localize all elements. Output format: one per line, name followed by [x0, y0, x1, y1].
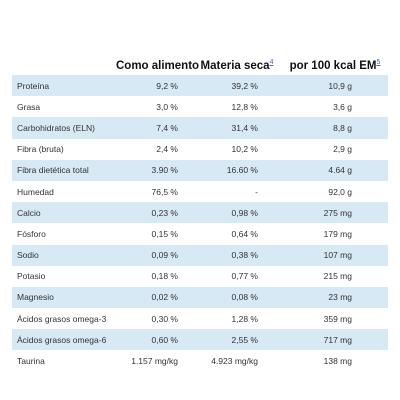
value-as-fed: 0,18 % — [151, 271, 178, 282]
table-row: Sodio 0,09 % 0,38 % 107 mg — [12, 244, 388, 266]
value-as-fed: 0,15 % — [151, 228, 178, 239]
value-per-100-kcal: 92,0 g — [328, 186, 352, 197]
value-dry-matter: 0,77 % — [231, 271, 258, 282]
header-empty — [12, 52, 116, 75]
value-per-100-kcal: 717 mg — [282, 329, 388, 351]
value-per-100-kcal: 359 mg — [323, 313, 352, 324]
table-row: Ácidos grasos omega-6 0,60 % 2,55 % 717 mg — [12, 329, 388, 351]
value-as-fed: 2,4 % — [156, 144, 178, 155]
value-dry-matter: 0,98 % — [192, 202, 282, 224]
value-dry-matter: 10,2 % — [231, 144, 258, 155]
value-per-100-kcal: 275 mg — [282, 202, 388, 224]
value-as-fed: 0,30 % — [151, 313, 178, 324]
value-per-100-kcal: 8,8 g — [282, 117, 388, 139]
nutrient-label: Proteína — [12, 75, 116, 97]
value-per-100-kcal: 215 mg — [323, 271, 352, 282]
table-body: Proteína 9,2 % 39,2 % 10,9 g Grasa 3,0 % 12,8 … — [12, 75, 388, 372]
header-per-100-kcal-label: por 100 kcal EM — [289, 60, 377, 72]
value-dry-matter: 0,64 % — [231, 228, 258, 239]
nutrient-label: Grasa — [17, 101, 41, 112]
footnote-link-4[interactable]: 4 — [269, 59, 274, 67]
value-as-fed: 0,09 % — [116, 244, 192, 266]
value-as-fed: 1.157 mg/kg — [131, 356, 178, 367]
table-row: Fibra dietética total 3.90 % 16.60 % 4.64 g — [12, 159, 388, 181]
value-as-fed: 3.90 % — [116, 159, 192, 181]
table-row: Fibra (bruta) 2,4 % 10,2 % 2,9 g — [12, 139, 388, 160]
nutrient-label: Fibra dietética total — [12, 159, 116, 181]
value-dry-matter: 39,2 % — [192, 75, 282, 97]
table-row: Fósforo 0,15 % 0,64 % 179 mg — [12, 223, 388, 244]
nutrient-label: Fibra (bruta) — [17, 144, 64, 155]
nutrition-table: Como alimento Materia seca4 por 100 kcal… — [12, 52, 388, 372]
table-row: Proteína 9,2 % 39,2 % 10,9 g — [12, 75, 388, 97]
nutrient-label: Taurina — [17, 356, 45, 367]
value-as-fed: 0,60 % — [116, 329, 192, 351]
header-as-fed: Como alimento — [116, 52, 199, 75]
value-dry-matter: 0,08 % — [192, 286, 282, 309]
table-row: Humedad 76,5 % - 92,0 g — [12, 181, 388, 202]
header-as-fed-label: Como alimento — [116, 60, 200, 72]
value-per-100-kcal: 23 mg — [282, 286, 388, 309]
nutrient-label: Ácidos grasos omega-3 — [17, 313, 107, 324]
table-row: Taurina 1.157 mg/kg 4.923 mg/kg 138 mg — [12, 350, 388, 371]
table-row: Calcio 0,23 % 0,98 % 275 mg — [12, 202, 388, 224]
value-as-fed: 0,23 % — [116, 202, 192, 224]
value-as-fed: 7,4 % — [116, 117, 192, 139]
value-dry-matter: - — [255, 186, 258, 197]
value-as-fed: 3,0 % — [156, 101, 178, 112]
nutrient-label: Ácidos grasos omega-6 — [12, 329, 116, 351]
value-per-100-kcal: 4.64 g — [282, 159, 388, 181]
value-per-100-kcal: 138 mg — [323, 356, 352, 367]
table-row: Magnesio 0,02 % 0,08 % 23 mg — [12, 286, 388, 309]
value-as-fed: 76,5 % — [151, 186, 178, 197]
table-row: Ácidos grasos omega-3 0,30 % 1,28 % 359 mg — [12, 308, 388, 329]
value-per-100-kcal: 3,6 g — [333, 101, 352, 112]
header-per-100-kcal: por 100 kcal EM5 — [282, 52, 388, 75]
nutrient-label: Calcio — [12, 202, 116, 224]
value-dry-matter: 2,55 % — [192, 329, 282, 351]
table-row: Potasio 0,18 % 0,77 % 215 mg — [12, 266, 388, 287]
value-as-fed: 9,2 % — [116, 75, 192, 97]
nutrient-label: Magnesio — [12, 286, 116, 309]
table-row: Grasa 3,0 % 12,8 % 3,6 g — [12, 96, 388, 117]
value-per-100-kcal: 10,9 g — [282, 75, 388, 97]
value-per-100-kcal: 107 mg — [282, 244, 388, 266]
nutrient-label: Humedad — [17, 186, 54, 197]
value-dry-matter: 16.60 % — [192, 159, 282, 181]
header-dry-matter-label: Materia seca — [200, 60, 270, 72]
value-dry-matter: 12,8 % — [231, 101, 258, 112]
table-row: Carbohidratos (ELN) 7,4 % 31,4 % 8,8 g — [12, 117, 388, 139]
value-per-100-kcal: 179 mg — [323, 228, 352, 239]
nutrient-label: Potasio — [17, 271, 46, 282]
value-dry-matter: 1,28 % — [231, 313, 258, 324]
nutrient-label: Carbohidratos (ELN) — [12, 117, 116, 139]
value-dry-matter: 31,4 % — [192, 117, 282, 139]
nutrient-label: Sodio — [12, 244, 116, 266]
nutrient-label: Fósforo — [17, 228, 46, 239]
value-as-fed: 0,02 % — [116, 286, 192, 309]
value-dry-matter: 0,38 % — [192, 244, 282, 266]
value-dry-matter: 4.923 mg/kg — [211, 356, 258, 367]
header-dry-matter: Materia seca4 — [192, 52, 282, 75]
value-per-100-kcal: 2,9 g — [333, 144, 352, 155]
footnote-link-5[interactable]: 5 — [376, 59, 381, 67]
table-header-row: Como alimento Materia seca4 por 100 kcal… — [12, 52, 388, 75]
